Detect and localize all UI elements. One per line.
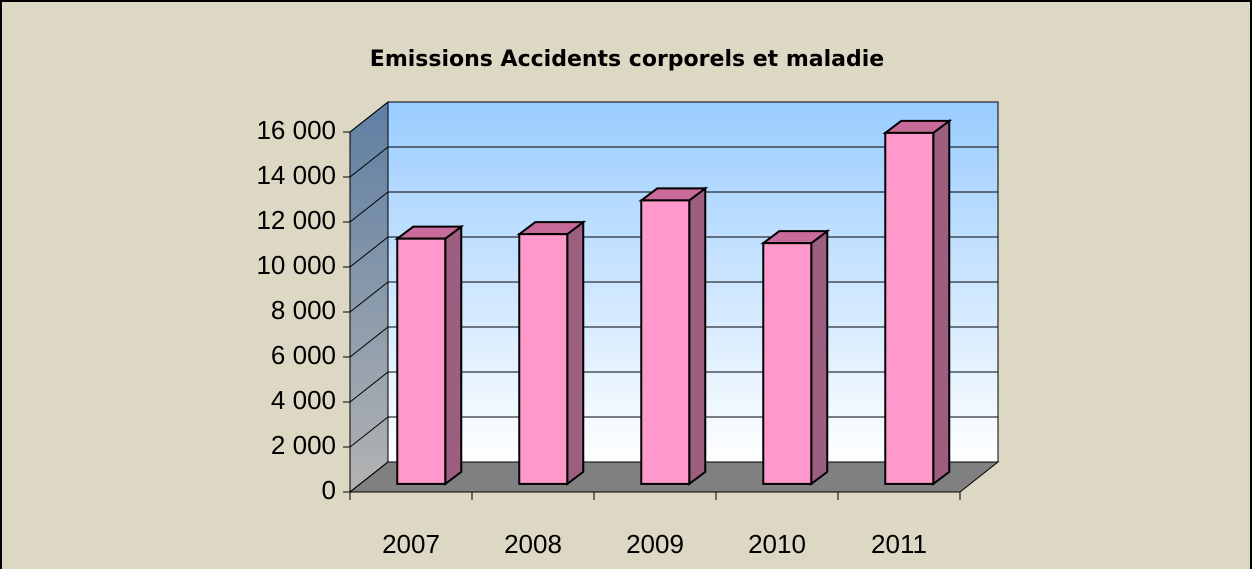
bar-front (762, 242, 813, 485)
bar-front (518, 233, 569, 485)
x-tick-label: 2008 (504, 529, 562, 559)
y-tick-label: 4 000 (271, 385, 336, 415)
bar (760, 229, 831, 486)
bar (516, 220, 587, 486)
x-tick-label: 2011 (871, 529, 927, 559)
grid-line (349, 146, 998, 178)
bar-side (566, 220, 585, 486)
bar (638, 186, 709, 486)
bar-side (932, 118, 951, 486)
grid-line (349, 191, 998, 223)
bar (394, 224, 465, 486)
y-tick-label: 6 000 (271, 340, 336, 370)
y-tick-label: 8 000 (271, 295, 336, 325)
y-tick-label: 10 000 (256, 250, 336, 280)
bar-side (688, 186, 707, 486)
y-tick-label: 2 000 (271, 430, 336, 460)
y-tick-label: 12 000 (256, 205, 336, 235)
bar-front (396, 237, 447, 485)
bar-front (640, 199, 691, 485)
plot: 0 2 000 4 000 6 000 8 000 10 000 12 000 14 000 1… (256, 100, 1000, 559)
y-tick-label: 0 (322, 475, 336, 505)
y-tick-label: 14 000 (256, 160, 336, 190)
chart-title: Emissions Accidents corporels et maladie (370, 47, 884, 72)
bar-side (444, 224, 463, 486)
bar-front (884, 131, 935, 485)
x-tick-label: 2007 (382, 529, 440, 559)
bar (882, 118, 953, 486)
grid-line (349, 101, 998, 133)
bar-side (810, 229, 829, 486)
x-tick-label: 2009 (626, 529, 684, 559)
x-tick-label: 2010 (748, 529, 806, 559)
y-tick-label: 16 000 (256, 115, 336, 145)
